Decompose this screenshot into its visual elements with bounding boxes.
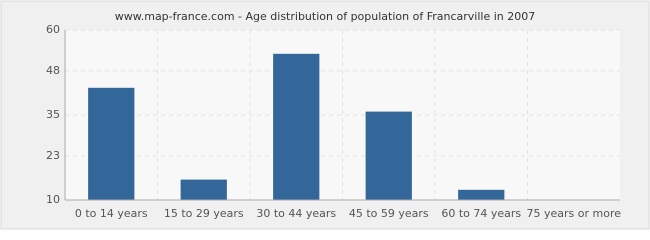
x-tick-label: 30 to 44 years <box>256 207 336 220</box>
chart-title: www.map-france.com - Age distribution of… <box>115 10 535 23</box>
chart: www.map-france.com - Age distribution of… <box>0 0 650 230</box>
bar <box>180 179 227 200</box>
y-tick-label: 10 <box>46 193 60 206</box>
y-tick-label: 60 <box>46 23 60 36</box>
y-tick-label: 48 <box>46 64 60 77</box>
x-tick-label: 0 to 14 years <box>75 207 148 220</box>
x-tick-label: 15 to 29 years <box>164 207 244 220</box>
x-tick-label: 45 to 59 years <box>349 207 429 220</box>
y-tick-label: 23 <box>46 149 60 162</box>
x-tick-label: 60 to 74 years <box>441 207 521 220</box>
bar <box>273 53 320 200</box>
bar <box>365 111 412 200</box>
plot-area <box>65 30 620 200</box>
x-tick-label: 75 years or more <box>526 207 621 220</box>
bar <box>88 87 135 200</box>
bar <box>458 189 505 200</box>
y-tick-label: 35 <box>46 108 60 121</box>
